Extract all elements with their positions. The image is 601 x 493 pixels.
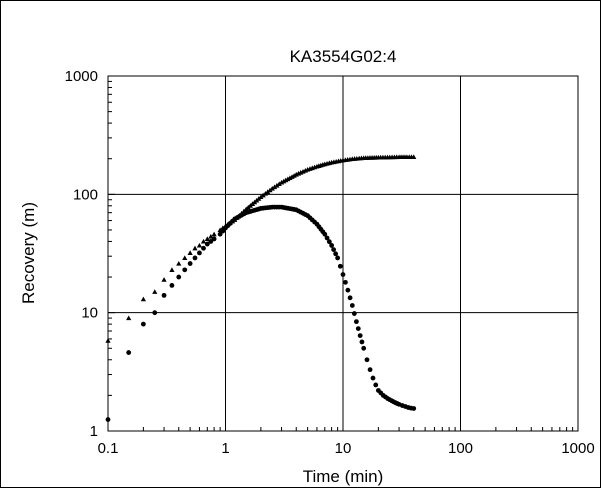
- data-point-triangle: [161, 277, 167, 282]
- data-point-dot: [331, 247, 337, 253]
- x-tick-label: 0.1: [98, 440, 119, 457]
- data-point-triangle: [271, 184, 278, 190]
- data-point-dot: [349, 303, 355, 308]
- data-point-triangle: [200, 238, 207, 244]
- data-point-dot: [333, 251, 339, 257]
- chart-title: KA3554G02:4: [290, 47, 397, 66]
- data-point-triangle: [105, 338, 111, 343]
- y-tick-label: 1: [90, 423, 98, 440]
- data-point-dot: [355, 326, 361, 332]
- data-point-dot: [322, 231, 328, 237]
- data-point-triangle: [152, 289, 158, 294]
- data-point-dot: [351, 311, 357, 316]
- data-point-dot: [152, 310, 158, 316]
- data-point-dot: [345, 287, 351, 293]
- data-point-triangle: [269, 185, 275, 191]
- data-point-dot: [357, 333, 363, 339]
- data-point-dot: [208, 239, 214, 244]
- data-point-dot: [182, 267, 188, 273]
- x-tick-label: 1: [221, 440, 229, 457]
- x-tick-label: 100: [448, 440, 473, 457]
- data-point-dot: [192, 255, 198, 261]
- data-point-dot: [353, 319, 359, 325]
- data-point-dot: [335, 255, 341, 261]
- data-point-triangle: [182, 255, 188, 261]
- data-point-dot: [326, 239, 332, 245]
- data-point-dot: [220, 228, 226, 234]
- data-point-dot: [140, 321, 146, 327]
- data-point-dot: [126, 350, 132, 355]
- data-point-triangle: [192, 245, 198, 251]
- data-point-dot: [359, 339, 365, 345]
- data-point-dot: [201, 245, 206, 251]
- data-point-dot: [211, 236, 217, 242]
- data-point-triangle: [267, 187, 273, 193]
- data-point-triangle: [258, 194, 264, 200]
- data-point-triangle: [196, 242, 203, 248]
- data-point-dot: [324, 235, 330, 241]
- series-dots: [105, 204, 417, 422]
- data-point-dot: [329, 243, 335, 248]
- data-point-triangle: [204, 236, 210, 241]
- data-point-triangle: [211, 231, 217, 237]
- data-point-triangle: [187, 250, 193, 255]
- x-axis-label: Time (min): [303, 467, 384, 486]
- x-tick-label: 1000: [561, 440, 594, 457]
- data-points: [105, 154, 417, 422]
- data-point-dot: [364, 357, 370, 363]
- data-point-dot: [347, 295, 353, 301]
- data-point-triangle: [411, 154, 417, 160]
- data-point-dot: [187, 261, 193, 266]
- data-point-dot: [370, 375, 376, 381]
- data-point-dot: [337, 263, 343, 269]
- data-point-dot: [340, 272, 346, 277]
- data-point-triangle: [274, 182, 280, 188]
- data-point-dot: [343, 279, 348, 285]
- y-tick-label: 10: [81, 305, 98, 322]
- data-point-dot: [217, 231, 223, 237]
- data-point-dot: [361, 345, 367, 351]
- y-tick-label: 100: [73, 186, 98, 203]
- data-point-dot: [197, 250, 202, 256]
- data-point-triangle: [176, 260, 182, 266]
- data-point-dot: [367, 367, 373, 373]
- data-point-dot: [411, 406, 417, 411]
- data-point-triangle: [262, 190, 269, 196]
- grid-lines: [108, 76, 578, 431]
- y-tick-label: 1000: [65, 68, 98, 85]
- x-tick-label: 10: [335, 440, 352, 457]
- data-point-dot: [105, 417, 111, 422]
- data-point-dot: [373, 382, 379, 388]
- data-point-triangle: [169, 267, 175, 272]
- data-point-triangle: [260, 192, 266, 198]
- y-axis-label: Recovery (m): [19, 202, 38, 304]
- data-point-triangle: [265, 189, 271, 194]
- data-point-dot: [161, 292, 167, 298]
- data-point-triangle: [208, 233, 214, 239]
- data-point-dot: [176, 274, 182, 280]
- data-point-triangle: [126, 315, 132, 321]
- series-triangles: [105, 154, 417, 343]
- data-point-dot: [169, 282, 175, 288]
- data-point-triangle: [140, 296, 146, 302]
- data-point-triangle: [276, 181, 282, 187]
- data-point-dot: [204, 241, 210, 247]
